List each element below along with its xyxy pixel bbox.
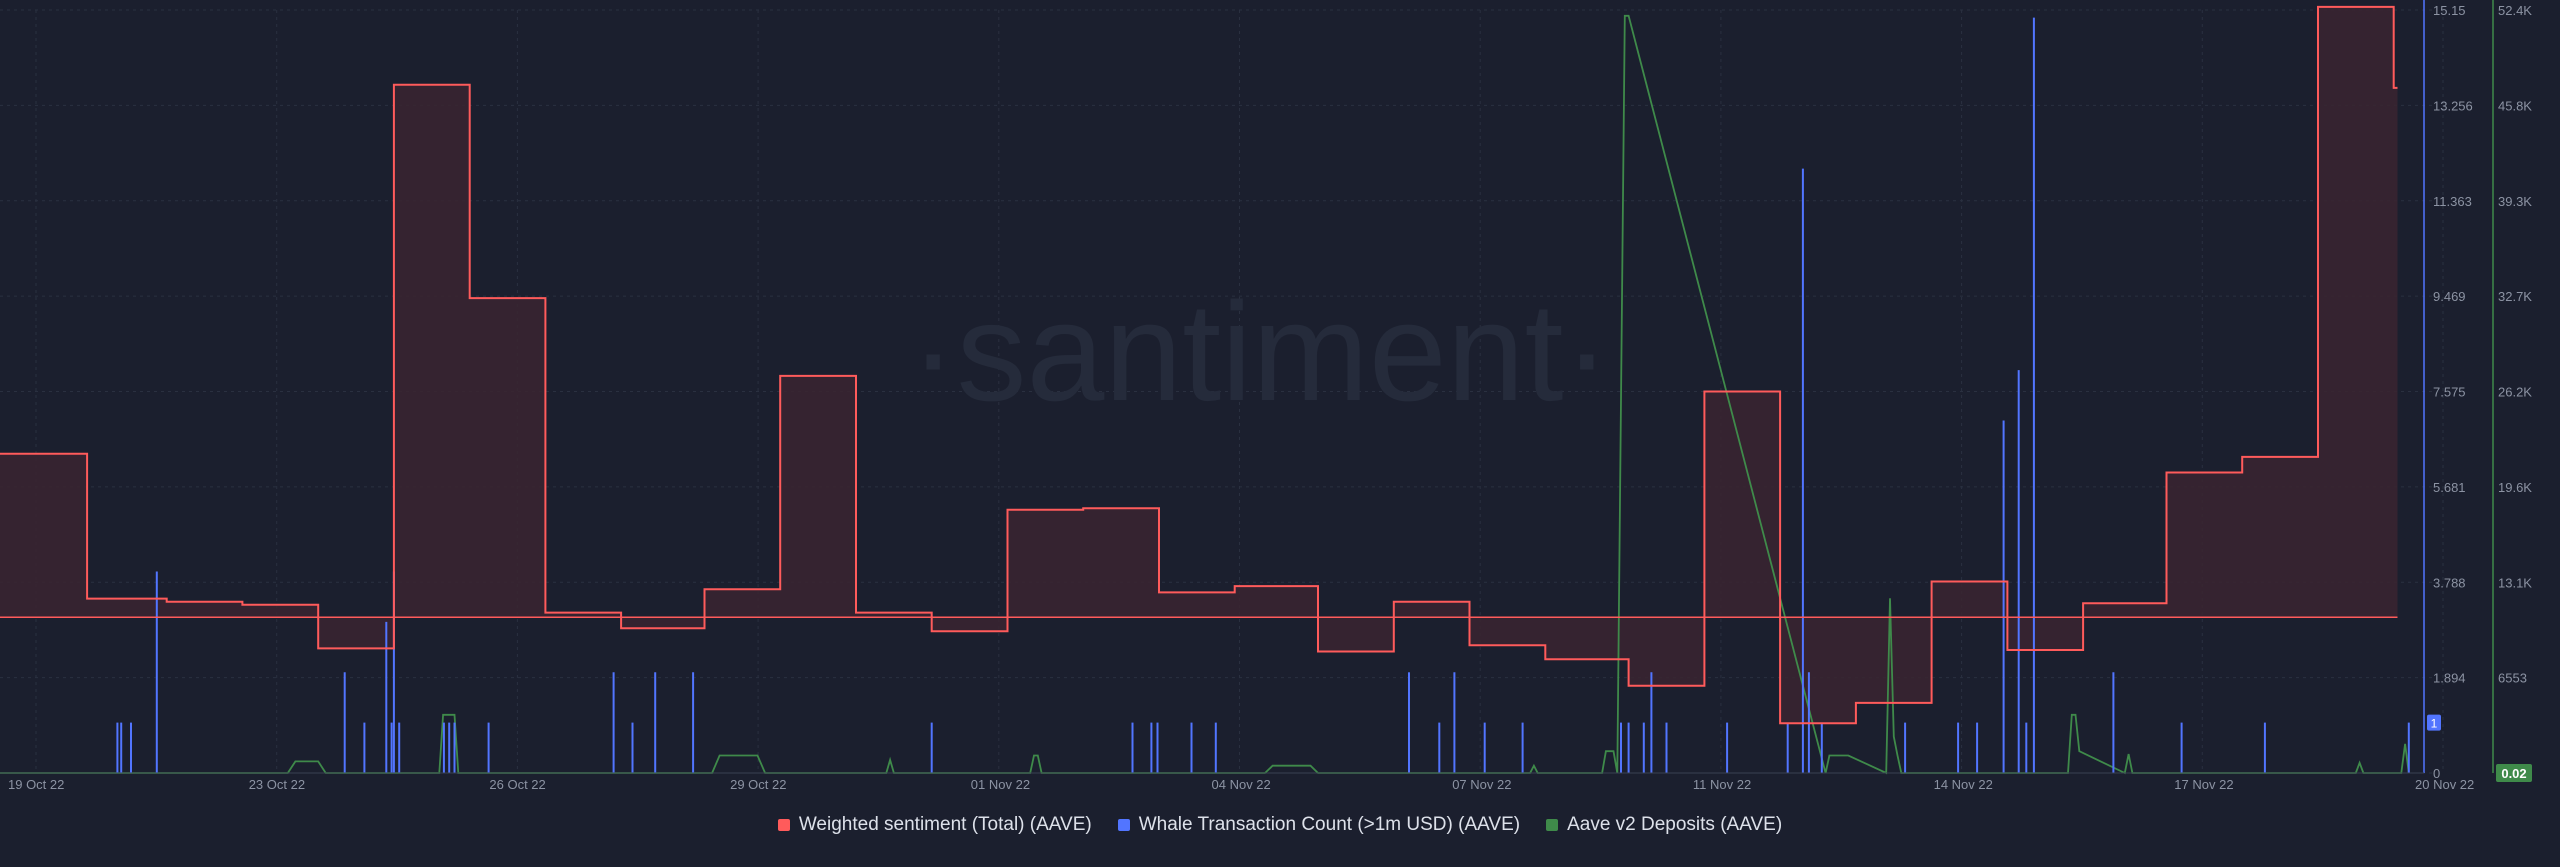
legend: Weighted sentiment (Total) (AAVE) Whale …: [0, 810, 2560, 840]
deposits-axis-tick: 39.3K: [2498, 194, 2532, 209]
x-axis-tick: 14 Nov 22: [1934, 777, 1993, 792]
deposits-current-badge: [2496, 764, 2532, 782]
deposits-current-value: 0.02: [2501, 766, 2526, 781]
whale-axis-tick: 5.681: [2433, 480, 2466, 495]
whale-axis-tick: 13.256: [2433, 98, 2473, 113]
whale-current-badge: [2427, 714, 2441, 731]
x-axis-tick: 07 Nov 22: [1452, 777, 1511, 792]
legend-label-sentiment: Weighted sentiment (Total) (AAVE): [798, 814, 1092, 835]
x-axis-tick: 20 Nov 22: [2415, 777, 2474, 792]
legend-swatch-deposits: [1546, 819, 1559, 831]
whale-axis-tick: 1.894: [2433, 671, 2466, 686]
x-axis-tick: 01 Nov 22: [971, 777, 1030, 792]
chart-canvas: ·santiment· 001.89465533.78813.1K5.68119…: [0, 0, 2532, 792]
x-axis-tick: 26 Oct 22: [489, 777, 545, 792]
deposits-axis-tick: 45.8K: [2498, 98, 2532, 113]
deposits-axis-tick: 26.2K: [2498, 385, 2532, 400]
deposits-axis-tick: 32.7K: [2498, 289, 2532, 304]
legend-item-deposits[interactable]: Aave v2 Deposits (AAVE): [1546, 814, 1782, 836]
whale-axis-tick: 11.363: [2433, 194, 2472, 209]
x-axis-tick: 04 Nov 22: [1212, 777, 1271, 792]
whale-axis-tick: 7.575: [2433, 385, 2466, 400]
sentiment-line: [0, 5, 2398, 725]
deposits-axis-tick: 19.6K: [2498, 480, 2532, 495]
x-axis-tick: 11 Nov 22: [1693, 777, 1751, 792]
x-axis-tick: 19 Oct 22: [8, 777, 64, 792]
whale-axis-tick: 9.469: [2433, 289, 2466, 304]
watermark: ·santiment·: [910, 273, 1610, 430]
x-axis-tick: 23 Oct 22: [249, 777, 305, 792]
sentiment-area-layer: [0, 6, 2398, 724]
axes: 001.89465533.78813.1K5.68119.6K7.57526.2…: [0, 0, 2532, 792]
legend-swatch-sentiment: [777, 819, 790, 831]
whale-axis-tick: 3.788: [2433, 575, 2466, 590]
legend-swatch-whale: [1117, 819, 1130, 831]
whale-current-value: 1: [2431, 717, 2438, 731]
deposits-axis-tick: 52.4K: [2498, 3, 2532, 18]
whale-axis-tick: 15.15: [2433, 3, 2466, 18]
deposits-axis-tick: 6553: [2498, 671, 2527, 686]
legend-label-whale: Whale Transaction Count (>1m USD) (AAVE): [1138, 814, 1521, 835]
deposits-axis-tick: 13.1K: [2498, 575, 2532, 590]
sentiment-line-layer: [0, 5, 2398, 725]
x-axis-tick: 17 Nov 22: [2174, 777, 2233, 792]
sentiment-area: [0, 6, 2398, 724]
x-axis-tick: 29 Oct 22: [730, 777, 786, 792]
whale-axis-tick: 0: [2433, 766, 2440, 781]
legend-item-whale[interactable]: Whale Transaction Count (>1m USD) (AAVE): [1117, 814, 1521, 836]
legend-label-deposits: Aave v2 Deposits (AAVE): [1567, 814, 1783, 835]
legend-item-sentiment[interactable]: Weighted sentiment (Total) (AAVE): [777, 814, 1092, 836]
